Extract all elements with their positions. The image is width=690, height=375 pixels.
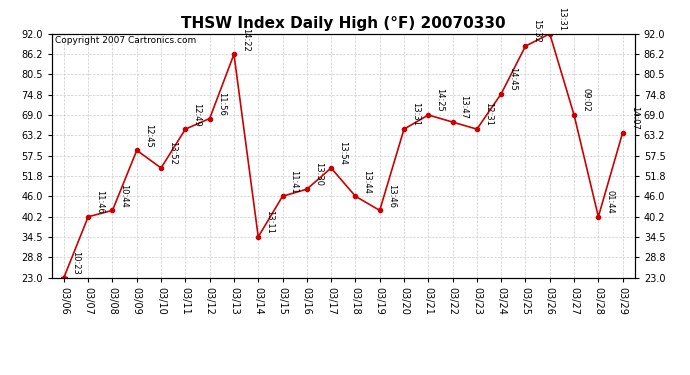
Text: 13:47: 13:47 xyxy=(460,95,469,119)
Text: 11:56: 11:56 xyxy=(217,92,226,116)
Text: 13:31: 13:31 xyxy=(557,7,566,31)
Text: 14:45: 14:45 xyxy=(508,67,517,91)
Text: 14:25: 14:25 xyxy=(435,88,444,112)
Text: 09:02: 09:02 xyxy=(581,88,590,112)
Text: 13:30: 13:30 xyxy=(314,162,323,186)
Text: 13:31: 13:31 xyxy=(411,102,420,126)
Text: 10:44: 10:44 xyxy=(119,184,128,208)
Text: 13:52: 13:52 xyxy=(168,141,177,165)
Text: 11:41: 11:41 xyxy=(290,170,299,194)
Text: 13:54: 13:54 xyxy=(338,141,347,165)
Text: 13:44: 13:44 xyxy=(362,170,371,194)
Title: THSW Index Daily High (°F) 20070330: THSW Index Daily High (°F) 20070330 xyxy=(181,16,506,31)
Text: 12:49: 12:49 xyxy=(193,103,201,126)
Text: 10:23: 10:23 xyxy=(71,251,80,275)
Text: 13:11: 13:11 xyxy=(265,210,274,234)
Text: 13:46: 13:46 xyxy=(386,184,395,208)
Text: 12:31: 12:31 xyxy=(484,102,493,126)
Text: 15:32: 15:32 xyxy=(533,20,542,44)
Text: 11:46: 11:46 xyxy=(95,190,104,214)
Text: 14:22: 14:22 xyxy=(241,28,250,51)
Text: 01:44: 01:44 xyxy=(605,190,614,214)
Text: 14:07: 14:07 xyxy=(629,106,639,130)
Text: Copyright 2007 Cartronics.com: Copyright 2007 Cartronics.com xyxy=(55,36,196,45)
Text: 12:45: 12:45 xyxy=(144,124,152,147)
